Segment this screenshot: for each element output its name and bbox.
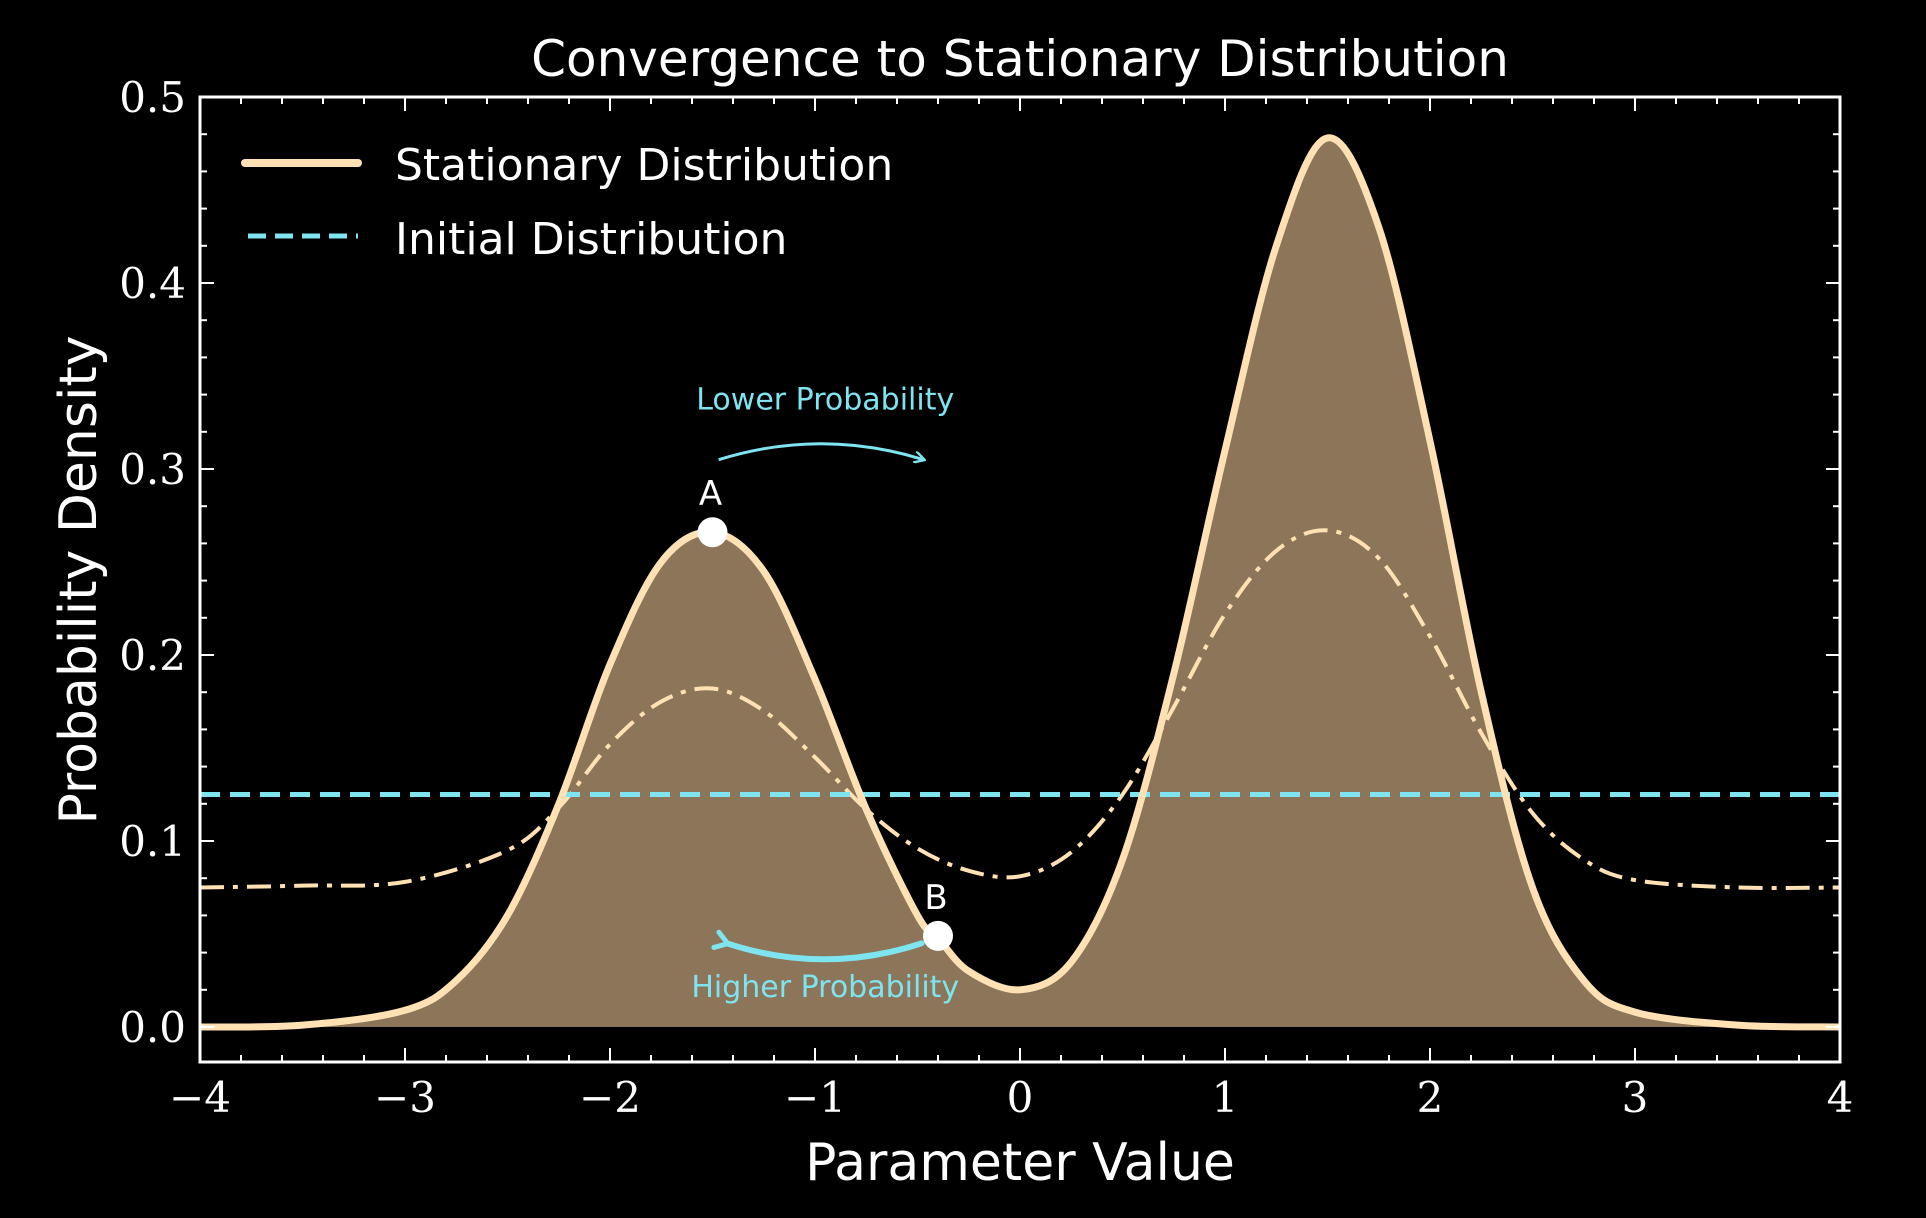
x-tick-label: −1 <box>784 1073 846 1122</box>
x-tick-label: 2 <box>1417 1073 1444 1122</box>
point-b <box>923 920 953 951</box>
higher-probability-arrow <box>727 943 925 963</box>
stationary-fill-area <box>200 137 1840 1028</box>
lower-probability-arrow <box>718 442 924 460</box>
chart-title: Convergence to Stationary Distribution <box>531 30 1509 88</box>
y-axis-label: Probability Density <box>49 335 109 824</box>
legend-label-initial: Initial Distribution <box>395 214 787 265</box>
y-tick-label: 0.5 <box>119 73 186 122</box>
x-tick-label: −4 <box>169 1073 231 1122</box>
x-axis-label: Parameter Value <box>805 1133 1235 1193</box>
x-tick-label: −2 <box>579 1073 641 1122</box>
higher-probability-label: Higher Probability <box>691 970 959 1005</box>
x-tick-label: 4 <box>1827 1073 1854 1122</box>
plot-area: Lower Probability Higher Probability A B <box>199 134 1841 1031</box>
x-tick-label: −3 <box>374 1073 436 1122</box>
legend-label-stationary: Stationary Distribution <box>395 140 893 191</box>
x-tick-label: 0 <box>1007 1073 1034 1122</box>
stationary-distribution-line <box>199 134 1841 1031</box>
point-a-label: A <box>699 474 722 514</box>
axis-ticks: −4 −3 −2 −1 0 1 2 3 4 0.0 0.1 0.2 0.3 0.4 0.5 <box>119 73 1853 1122</box>
point-a <box>697 517 728 548</box>
y-tick-label: 0.4 <box>119 259 186 308</box>
y-tick-label: 0.1 <box>119 817 186 866</box>
y-tick-label: 0.3 <box>119 445 186 494</box>
y-tick-label: 0.0 <box>119 1003 186 1052</box>
x-tick-label: 1 <box>1212 1073 1239 1122</box>
lower-probability-label: Lower Probability <box>696 382 954 417</box>
y-tick-label: 0.2 <box>119 631 186 680</box>
point-b-label: B <box>924 878 947 918</box>
intermediate-distribution-line <box>199 528 1841 891</box>
legend: Stationary Distribution Initial Distribu… <box>241 140 893 265</box>
x-tick-label: 3 <box>1622 1073 1649 1122</box>
